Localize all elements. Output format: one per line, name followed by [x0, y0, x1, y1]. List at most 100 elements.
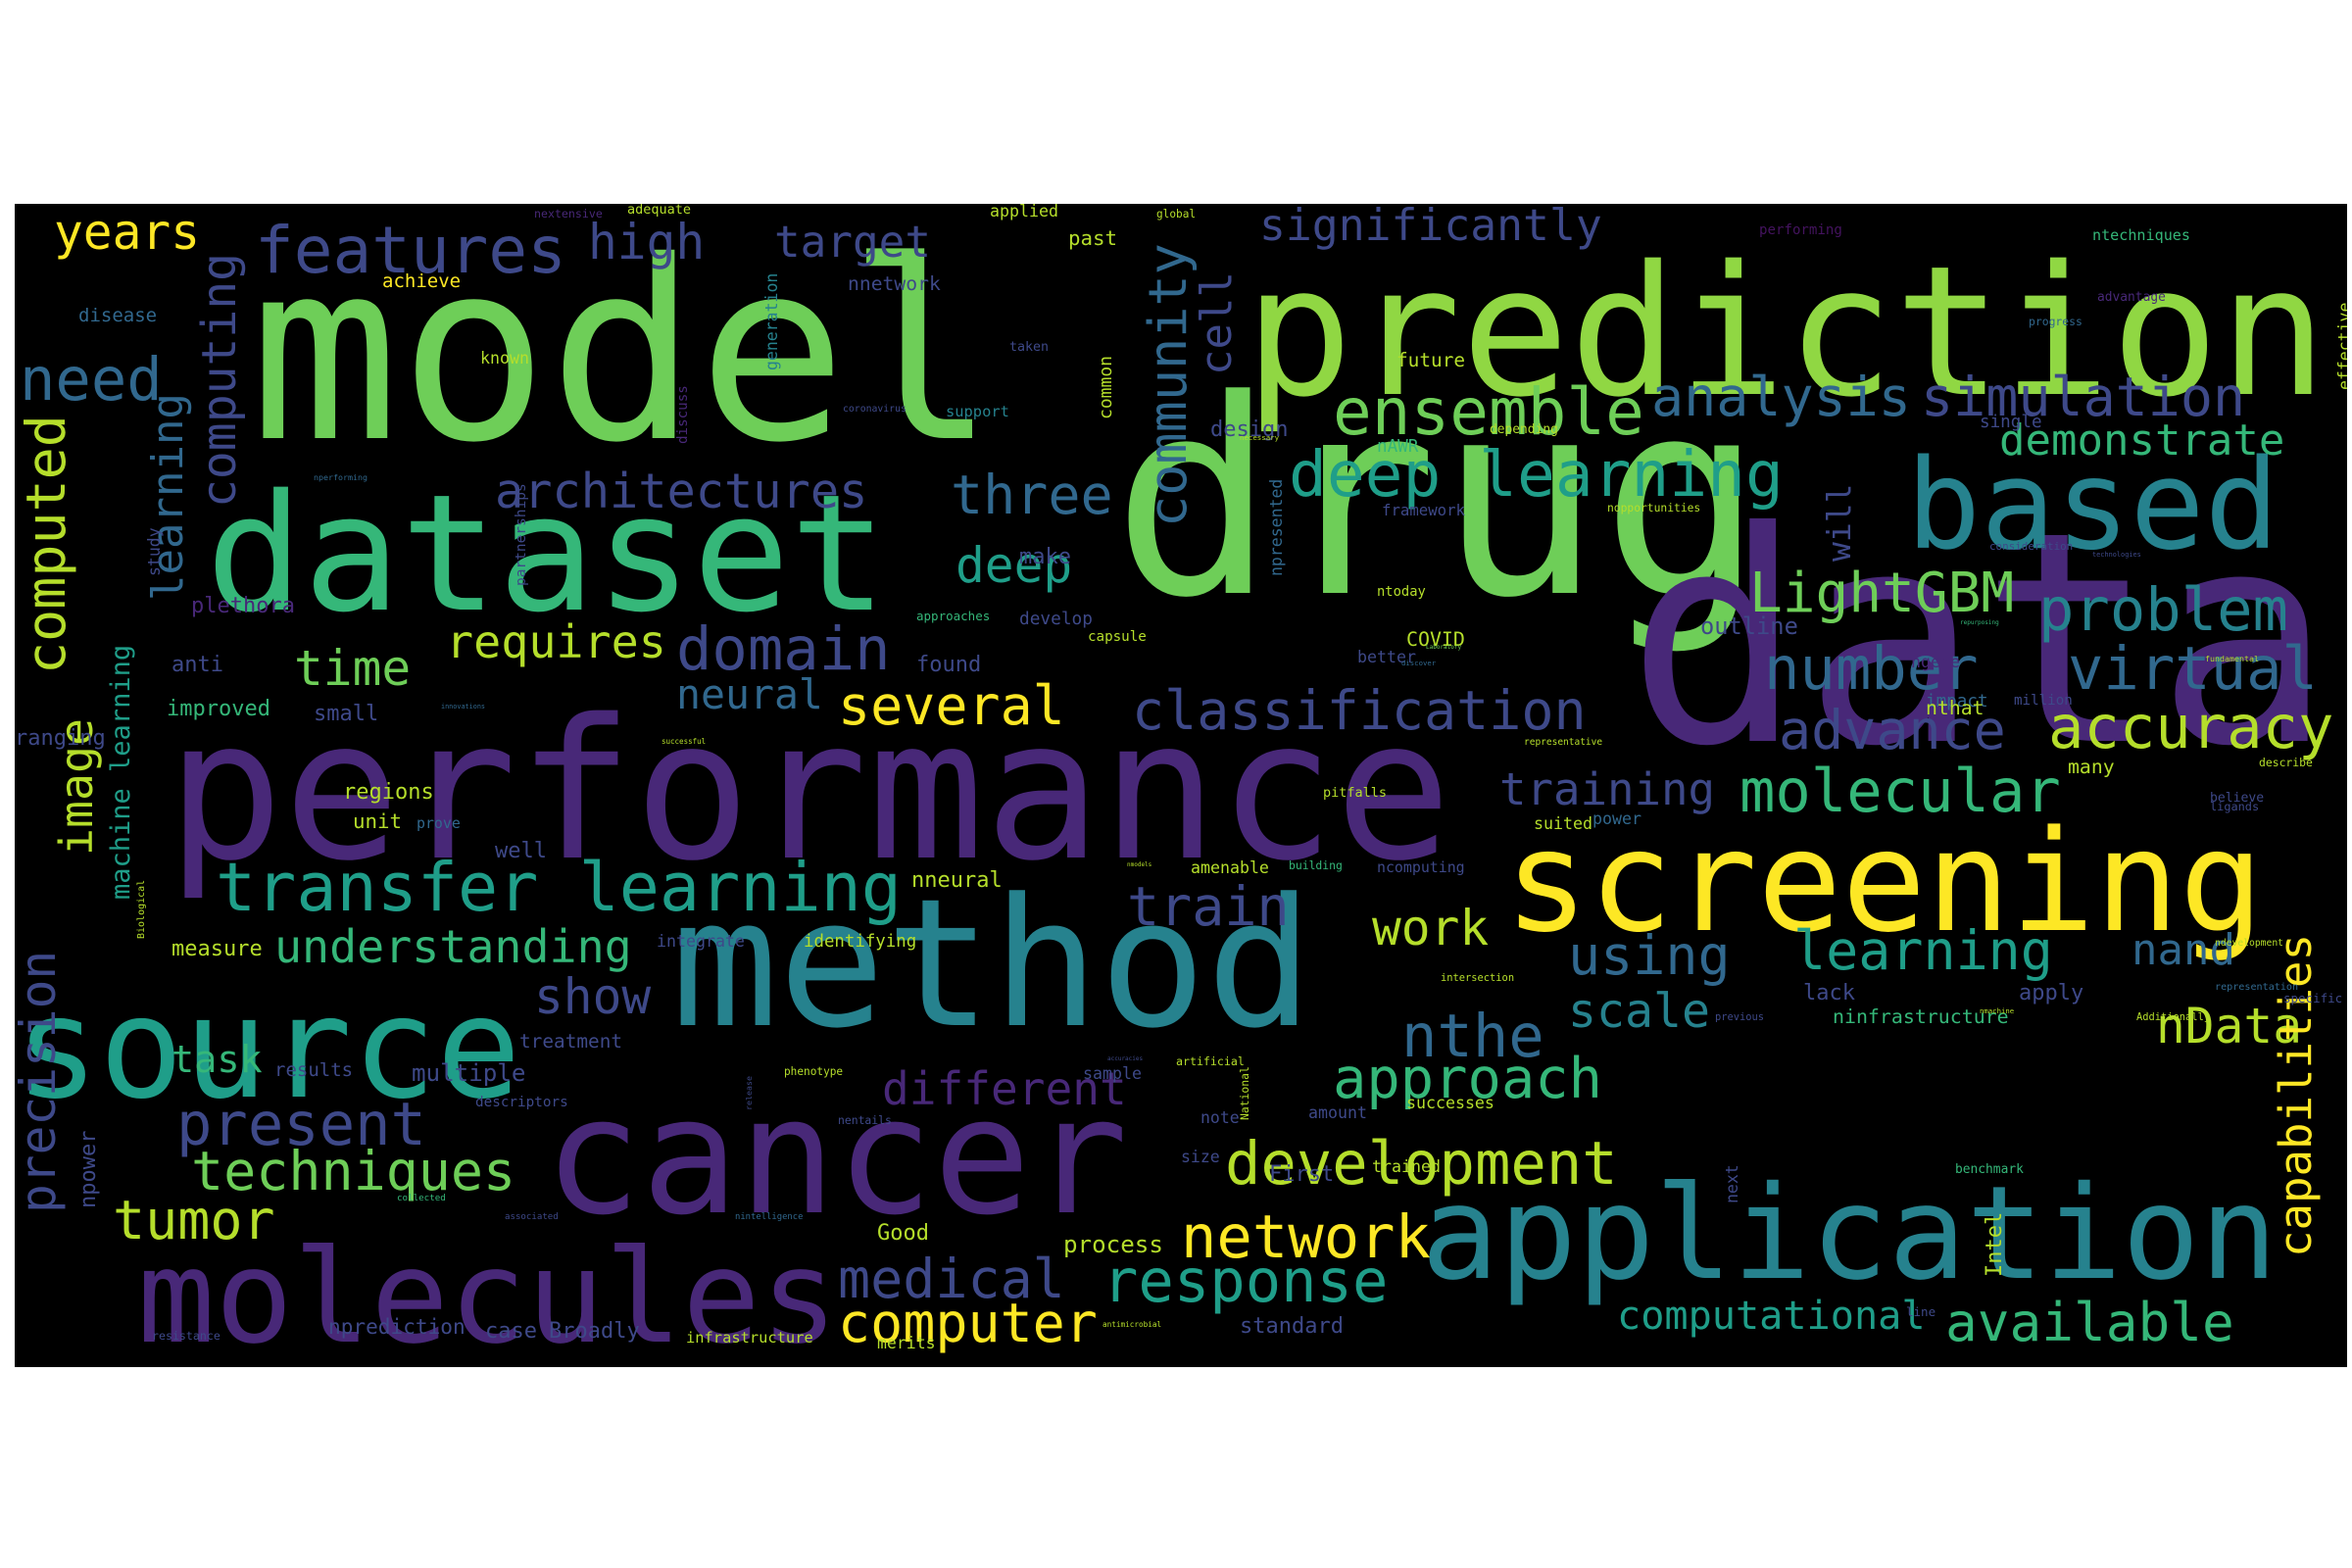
- word-14: transfer learning: [216, 850, 902, 927]
- word-76: applied: [990, 204, 1058, 220]
- word-157: specific: [2283, 991, 2343, 1005]
- word-85: disease: [78, 305, 158, 326]
- word-75: will: [1820, 483, 1858, 562]
- word-148: amenable: [1191, 858, 1269, 877]
- word-17: deep learning: [1289, 438, 1784, 512]
- word-15: features: [255, 213, 566, 288]
- word-197: standard: [1240, 1314, 1344, 1339]
- word-119: repurposing: [1960, 619, 1999, 626]
- word-62: nand: [2132, 925, 2235, 975]
- word-110: technologies: [2092, 551, 2141, 559]
- word-1: model: [250, 208, 997, 497]
- word-6: method: [671, 860, 1313, 1067]
- word-57: work: [1372, 900, 1490, 956]
- word-63: demonstrate: [1999, 416, 2285, 466]
- word-89: advantage: [2097, 290, 2166, 305]
- word-108: nopportunities: [1607, 502, 1701, 514]
- word-24: LightGBM: [1749, 562, 2015, 625]
- word-146: well: [495, 839, 547, 863]
- word-149: building: [1289, 858, 1343, 872]
- word-67: community: [1137, 243, 1199, 527]
- word-53: neural: [676, 670, 823, 718]
- word-147: nmodels: [1127, 861, 1152, 868]
- word-59: task: [172, 1038, 263, 1082]
- word-166: nmachine: [1980, 1006, 2015, 1015]
- word-154: integrate: [657, 932, 745, 951]
- word-55: nthe: [1401, 1003, 1544, 1071]
- word-172: accuracies: [1107, 1055, 1144, 1062]
- word-184: First: [1269, 1162, 1335, 1187]
- word-198: line: [1906, 1304, 1936, 1319]
- word-26: analysis: [1651, 366, 1911, 428]
- word-195: Broadly: [549, 1319, 640, 1344]
- word-182: nentails: [838, 1113, 892, 1127]
- word-152: nneural: [911, 868, 1003, 893]
- word-174: release: [744, 1076, 754, 1110]
- word-21: problem: [2038, 576, 2288, 645]
- word-60: training: [1499, 763, 1716, 815]
- word-169: multiple: [412, 1059, 526, 1087]
- word-162: lack: [1803, 981, 1855, 1005]
- word-4: prediction: [1245, 228, 2328, 437]
- word-86: generation: [762, 272, 781, 370]
- word-8: dataset: [206, 460, 888, 648]
- word-107: framework: [1382, 501, 1466, 519]
- word-131: nthat: [1926, 697, 1984, 719]
- word-2: drug: [1112, 343, 1764, 658]
- word-170: artificial: [1176, 1054, 1245, 1068]
- word-50: need: [20, 346, 163, 415]
- word-72: precision: [15, 950, 67, 1213]
- word-144: power: [1592, 809, 1642, 828]
- word-54: different: [882, 1062, 1127, 1115]
- word-134: successful: [662, 737, 707, 746]
- word-163: treatment: [519, 1030, 623, 1053]
- word-69: computed: [15, 415, 77, 674]
- word-145: ligands: [2210, 800, 2260, 813]
- word-161: ndevelopment: [2215, 938, 2283, 949]
- word-96: future: [1396, 349, 1466, 371]
- word-167: Additionally: [2136, 1011, 2211, 1023]
- word-46: three: [951, 464, 1113, 526]
- word-97: support: [946, 403, 1009, 420]
- word-103: nperforming: [314, 472, 368, 482]
- word-95: common: [1096, 355, 1116, 419]
- word-68: computing: [192, 252, 247, 508]
- word-94: coronavirus: [843, 404, 906, 415]
- word-179: National: [1238, 1066, 1251, 1120]
- word-42: domain: [676, 615, 891, 684]
- word-188: associated: [505, 1212, 559, 1222]
- word-116: capsule: [1088, 629, 1147, 645]
- word-115: develop: [1019, 609, 1093, 629]
- word-77: past: [1068, 226, 1118, 250]
- word-168: results: [274, 1059, 354, 1081]
- word-84: nnetwork: [848, 272, 941, 295]
- word-64: computational: [1617, 1294, 1926, 1339]
- word-201: merits: [877, 1334, 936, 1352]
- word-125: ngene: [1911, 653, 1960, 671]
- word-158: representation: [2215, 982, 2299, 993]
- word-181: npower: [76, 1130, 101, 1208]
- word-43: several: [838, 674, 1065, 737]
- word-171: sample: [1083, 1064, 1142, 1083]
- word-130: innovations: [441, 703, 486, 710]
- word-18: classification: [1132, 679, 1587, 742]
- word-127: fundamental: [2205, 654, 2259, 663]
- word-141: unit: [353, 809, 403, 833]
- word-20: accuracy: [2048, 694, 2334, 762]
- word-159: intersection: [1441, 972, 1515, 984]
- word-31: approach: [1333, 1047, 1602, 1111]
- word-155: identifying: [804, 932, 917, 952]
- word-186: benchmark: [1955, 1162, 2024, 1177]
- word-128: improved: [167, 697, 270, 721]
- word-32: available: [1945, 1292, 2234, 1353]
- word-191: process: [1063, 1231, 1163, 1258]
- word-35: present: [176, 1091, 426, 1159]
- word-136: many: [2068, 756, 2115, 778]
- word-142: prove: [416, 814, 461, 832]
- word-88: progress: [2029, 315, 2082, 328]
- word-56: scale: [1568, 984, 1711, 1039]
- word-151: Biological: [136, 879, 147, 939]
- word-153: measure: [172, 937, 263, 961]
- word-178: amount: [1308, 1103, 1367, 1122]
- word-3: data: [1627, 468, 2333, 810]
